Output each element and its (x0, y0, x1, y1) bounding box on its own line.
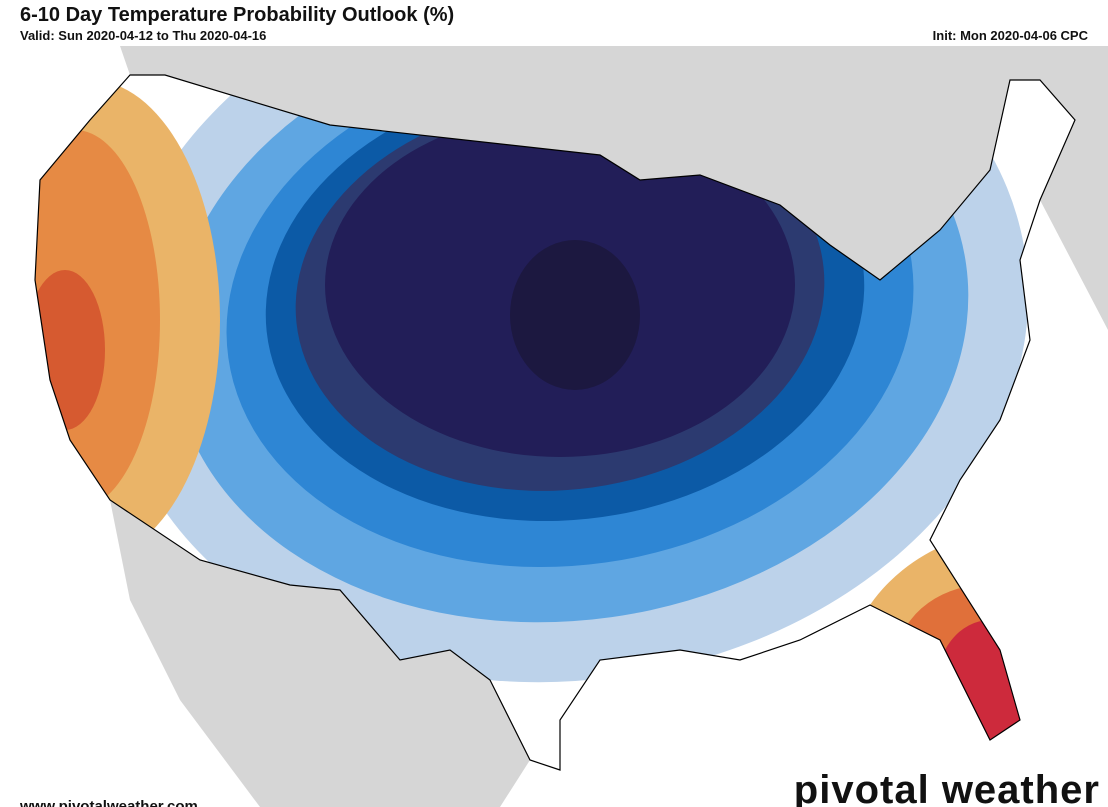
valid-period: Valid: Sun 2020-04-12 to Thu 2020-04-16 (20, 28, 267, 43)
site-url: www.pivotalweather.com (20, 798, 198, 807)
canada (40, 46, 1108, 330)
us-outline (34, 74, 1076, 771)
map-title: 6-10 Day Temperature Probability Outlook… (20, 4, 455, 26)
init-time: Init: Mon 2020-04-06 CPC (932, 28, 1088, 43)
map (0, 46, 1108, 807)
mexico (110, 500, 530, 807)
watermark: pivotal weather (793, 768, 1100, 807)
